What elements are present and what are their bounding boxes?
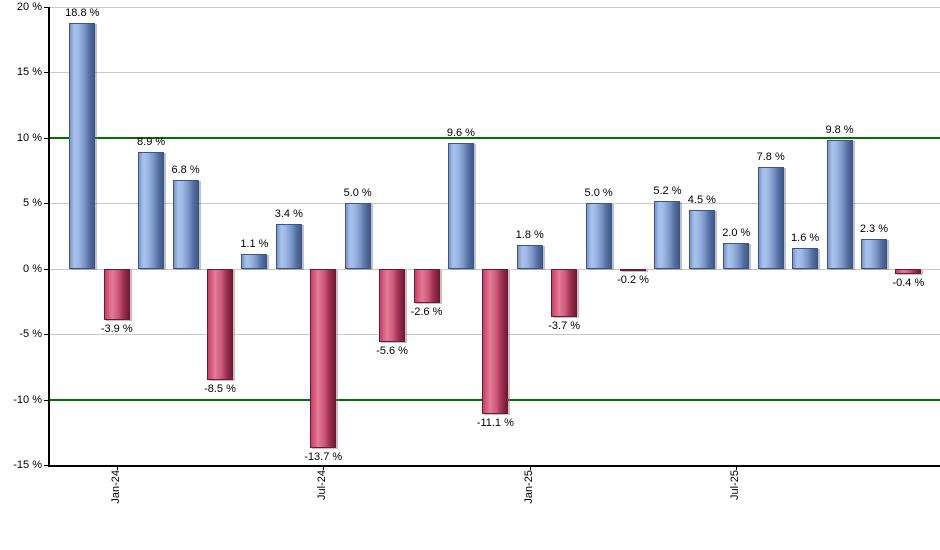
bar-value-label: -2.6 % xyxy=(410,305,443,318)
x-tick-label: Jan-25 xyxy=(522,470,535,504)
bar-value-label: -5.6 % xyxy=(376,344,408,357)
bar-value-label: 7.8 % xyxy=(756,150,785,163)
bar xyxy=(516,245,543,269)
bar xyxy=(379,268,406,342)
y-tick-mark xyxy=(44,399,48,401)
x-tick-mark xyxy=(736,465,738,470)
y-axis-line xyxy=(48,7,50,466)
bar xyxy=(688,209,715,269)
bar xyxy=(344,203,371,269)
bar-value-label: 5.0 % xyxy=(343,187,372,200)
x-tick-mark xyxy=(116,465,118,470)
bar xyxy=(172,179,199,269)
gridline-15 xyxy=(48,72,940,74)
bar xyxy=(895,268,922,274)
bar xyxy=(206,268,233,380)
y-tick-mark xyxy=(44,137,48,139)
bar-value-label: -13.7 % xyxy=(304,450,343,463)
bar-value-label: -0.4 % xyxy=(892,276,925,289)
bar-value-label: 5.2 % xyxy=(653,184,682,197)
bar xyxy=(241,254,268,269)
bar-value-label: -0.2 % xyxy=(617,274,649,287)
bar xyxy=(792,247,819,269)
y-tick-mark xyxy=(44,465,48,466)
bar-value-label: -8.5 % xyxy=(204,382,236,395)
bar xyxy=(757,166,784,269)
y-tick-label: 15 % xyxy=(16,66,42,79)
bar xyxy=(585,203,612,269)
bar xyxy=(620,268,647,272)
y-tick-label: -10 % xyxy=(13,393,42,406)
bar xyxy=(138,152,165,269)
bar-value-label: 4.5 % xyxy=(687,193,716,206)
bar xyxy=(860,238,887,269)
bar xyxy=(447,143,474,269)
y-tick-label: 10 % xyxy=(16,131,42,144)
bar xyxy=(413,268,440,303)
y-tick-label: 5 % xyxy=(23,197,42,210)
x-tick-label: Jul-25 xyxy=(729,470,742,500)
bar-value-label: 8.9 % xyxy=(137,136,166,149)
y-tick-mark xyxy=(44,7,48,8)
bar-value-label: 2.3 % xyxy=(859,222,889,235)
y-tick-mark xyxy=(44,268,48,270)
gridline-10 xyxy=(48,136,940,139)
bar xyxy=(654,200,681,269)
bar xyxy=(103,268,130,320)
gridline-5 xyxy=(48,203,940,205)
bar xyxy=(551,268,578,318)
bar-value-label: 5.0 % xyxy=(584,187,613,200)
x-tick-label: Jan-24 xyxy=(109,470,122,504)
x-tick-mark xyxy=(323,465,325,470)
y-tick-mark xyxy=(44,203,48,205)
y-tick-mark xyxy=(44,334,48,336)
bar-value-label: 9.6 % xyxy=(446,127,475,140)
y-tick-label: 20 % xyxy=(16,1,42,13)
bar xyxy=(826,140,853,269)
x-tick-label: Jul-24 xyxy=(316,470,329,500)
bar-value-label: -11.1 % xyxy=(476,416,514,429)
bar xyxy=(69,22,96,269)
bar-value-label: 3.4 % xyxy=(274,208,303,221)
bar-value-label: 1.8 % xyxy=(515,229,544,242)
bar-value-label: -3.7 % xyxy=(548,320,581,333)
bar xyxy=(482,268,509,414)
y-tick-label: -5 % xyxy=(19,328,42,341)
x-tick-mark xyxy=(529,465,531,470)
bar-value-label: 1.6 % xyxy=(791,231,820,244)
bar-value-label: 2.0 % xyxy=(722,226,751,239)
x-axis-line xyxy=(48,465,940,467)
y-tick-mark xyxy=(44,72,48,74)
bar-value-label: 9.8 % xyxy=(825,124,854,137)
bar xyxy=(310,268,337,448)
bar-value-label: 1.1 % xyxy=(240,238,269,251)
bar-value-label: -3.9 % xyxy=(100,322,133,335)
y-tick-label: 0 % xyxy=(23,262,42,275)
bar-value-label: 6.8 % xyxy=(171,163,200,176)
y-tick-label: -15 % xyxy=(13,459,42,471)
gridline-20 xyxy=(48,7,940,8)
bar xyxy=(723,242,750,269)
bar-value-label: 18.8 % xyxy=(65,6,100,19)
bar xyxy=(275,224,302,269)
